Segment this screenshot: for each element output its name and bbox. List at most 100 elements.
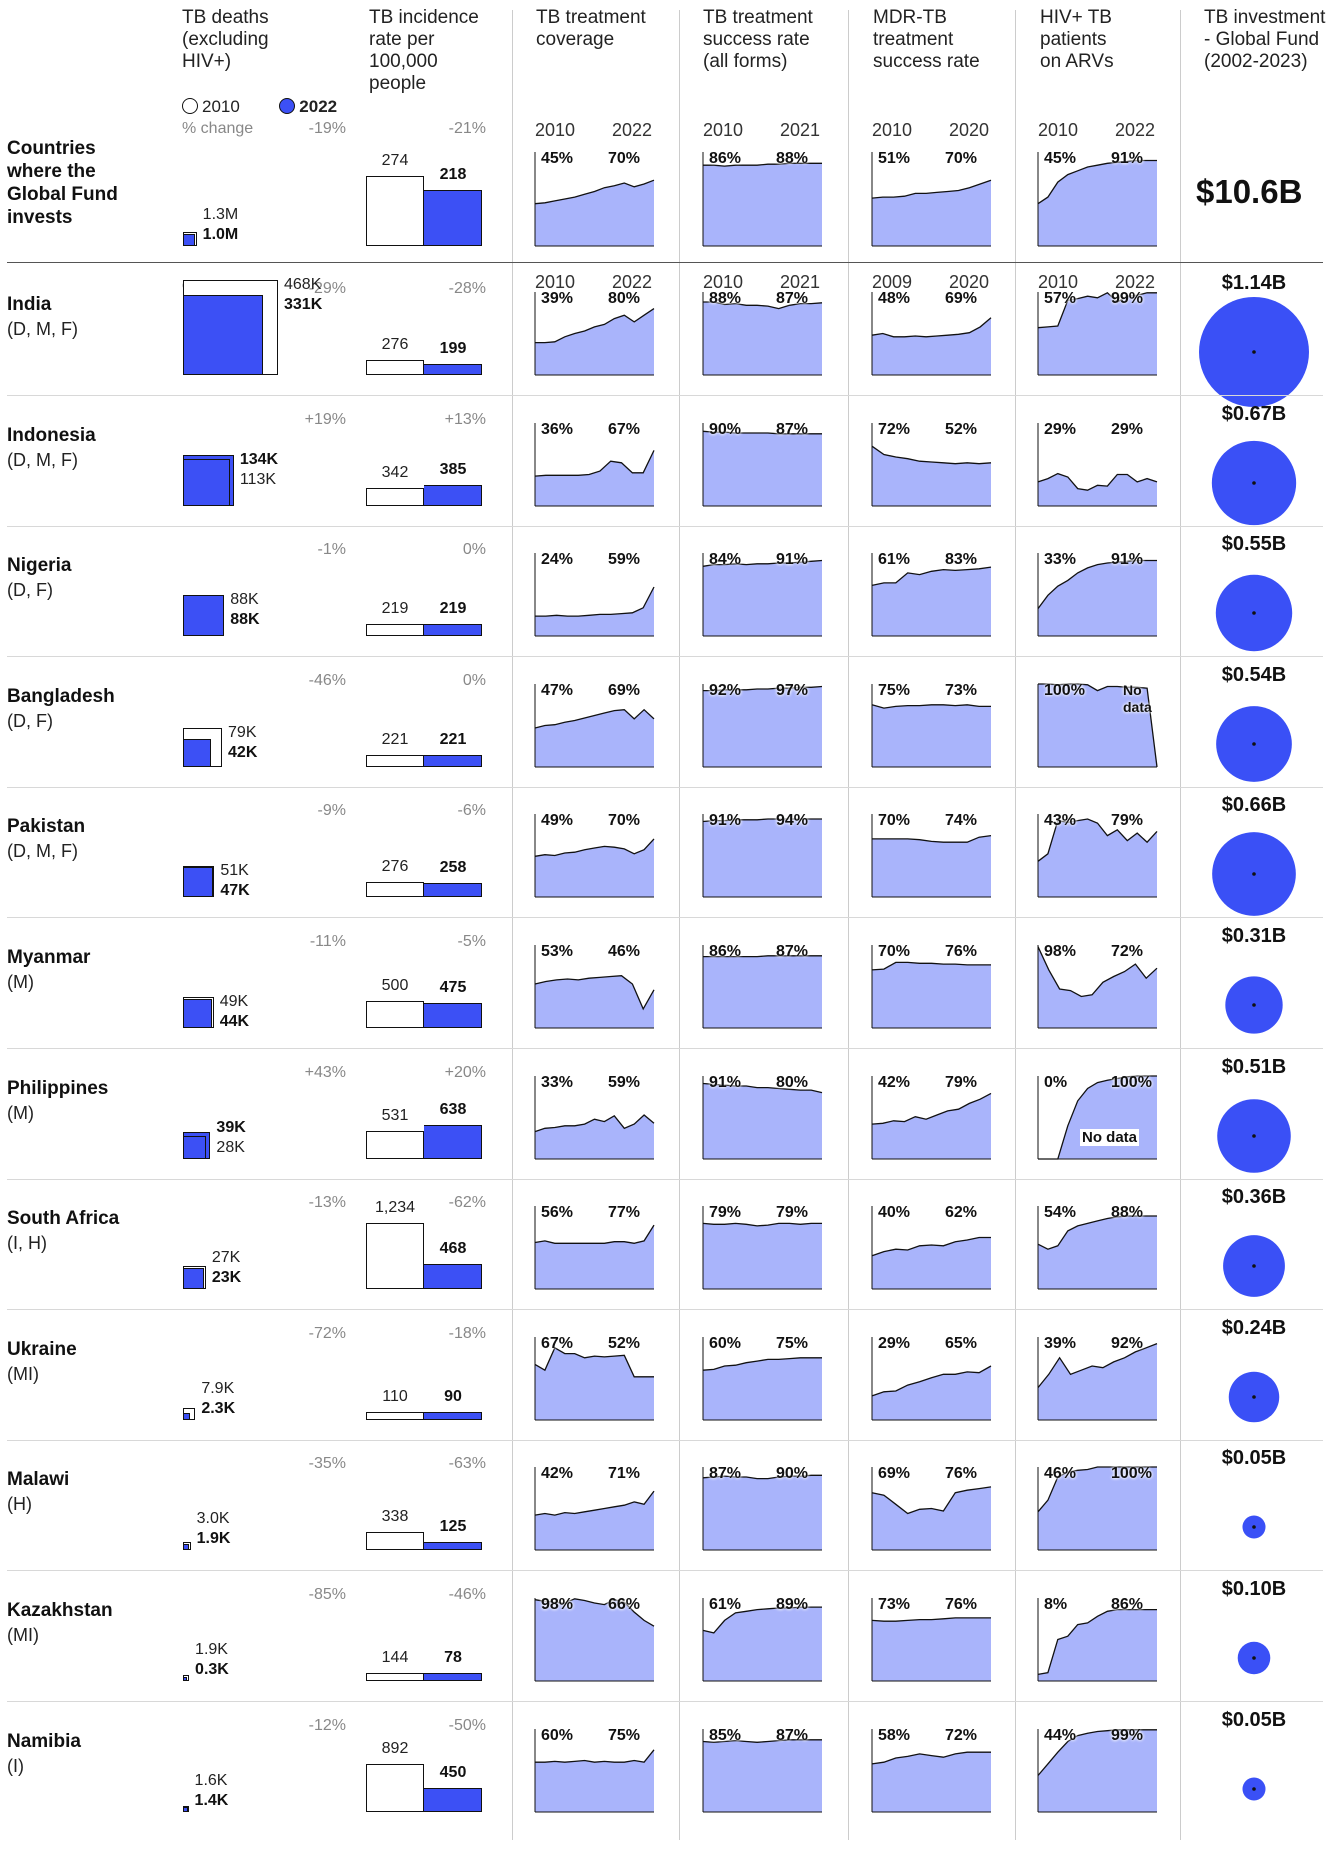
header-incidence-line: people xyxy=(369,73,427,94)
incidence-2010-value: 338 xyxy=(381,1507,409,1525)
country-designation: (D, F) xyxy=(7,711,53,731)
country-row: Bangladesh (D, F) -46% 0% 79K 42K 221 221 47% 69%… xyxy=(0,656,1333,787)
country-designation: (I) xyxy=(7,1756,24,1776)
success-end-value: 87% xyxy=(776,943,809,960)
incidence-2010-value: 219 xyxy=(381,600,409,618)
coverage-area-line xyxy=(534,1224,655,1244)
coverage-area-fill xyxy=(535,1225,654,1289)
deaths-2022-square xyxy=(183,1806,189,1812)
mdr-area-fill xyxy=(872,317,991,375)
success-area-chart xyxy=(702,1076,823,1160)
mdr-area-line xyxy=(871,317,992,338)
deaths-pct-change: -19% xyxy=(308,120,346,137)
investment-bubble-svg xyxy=(1217,1099,1291,1173)
mdr-area-line xyxy=(871,445,992,465)
deaths-2022-value: 1.4K xyxy=(194,1792,229,1809)
country-designation: (D, M, F) xyxy=(7,841,78,861)
country-row: India(D, M, F)% change-29%-28%468K331K27… xyxy=(0,264,1333,407)
incidence-2022-bar xyxy=(424,1787,482,1812)
success-area-fill xyxy=(703,819,822,897)
incidence-2010-bar xyxy=(366,1673,424,1681)
country-name: India xyxy=(7,294,52,315)
deaths-pct-change: -12% xyxy=(308,1717,346,1734)
header-incidence-line: 100,000 xyxy=(369,51,438,72)
coverage-start-value: 24% xyxy=(541,551,574,568)
investment-value: $0.67B xyxy=(1221,403,1287,425)
mdr-start-value: 75% xyxy=(878,682,911,699)
incidence-2022-bar xyxy=(424,1263,482,1289)
incidence-2022-value: 218 xyxy=(439,166,467,184)
success-area-chart xyxy=(702,814,822,898)
success-area-fill xyxy=(703,431,822,506)
coverage-end-value: 69% xyxy=(608,682,641,699)
incidence-pct-change: -21% xyxy=(448,120,486,137)
mdr-area-fill xyxy=(872,835,991,897)
investment-value: $0.10B xyxy=(1221,1578,1287,1600)
incidence-pct-change: +13% xyxy=(444,411,486,428)
hiv-note: No data xyxy=(1080,1129,1140,1146)
mdr-area-chart xyxy=(871,1206,991,1290)
mdr-area-chart xyxy=(871,1598,991,1682)
summary-label: invests xyxy=(7,207,73,228)
header-success-line: success rate xyxy=(703,29,810,50)
coverage-start-value: 60% xyxy=(541,1727,574,1744)
deaths-2022-square xyxy=(183,594,225,636)
incidence-2022-value: 199 xyxy=(439,340,467,358)
incidence-2010-bar xyxy=(366,624,424,636)
header-hiv-line: patients xyxy=(1040,29,1107,50)
deaths-2010-value: 88K xyxy=(230,590,259,608)
country-row: Philippines (M) +43% +20% 28K 39K 531 638 33% 59%… xyxy=(0,1048,1333,1179)
hiv-end-value: 99% xyxy=(1111,1727,1144,1744)
header-incidence: TB incidence rate per 100,000 people xyxy=(369,7,479,95)
deaths-pct-change: -9% xyxy=(317,802,346,819)
mdr-area-chart xyxy=(871,1337,992,1421)
investment-bubble-svg xyxy=(1228,1371,1280,1423)
incidence-2022-bar xyxy=(424,883,482,897)
header-investment-line: TB investment xyxy=(1204,7,1326,28)
hiv-end-value: 100% xyxy=(1111,1465,1152,1482)
country-name: Malawi xyxy=(7,1469,70,1490)
investment-bubble-center xyxy=(1252,872,1256,876)
success-end-year: 2021 xyxy=(780,120,821,140)
country-row: Kazakhstan (MI) -85% -46% 1.9K 0.3K 144 78 98% 66… xyxy=(0,1570,1333,1701)
deaths-pct-change: -35% xyxy=(308,1455,346,1472)
header-deaths-line: TB deaths xyxy=(182,7,269,28)
mdr-end-value: 65% xyxy=(945,1335,978,1352)
country-row: Myanmar (M) -11% -5% 49K 44K 500 475 53% 46% 86% 87… xyxy=(0,917,1333,1048)
hiv-area-fill xyxy=(1038,1467,1157,1550)
investment-bubble-svg xyxy=(1225,976,1283,1034)
coverage-end-value: 80% xyxy=(608,290,641,307)
incidence-pct-change: -50% xyxy=(448,1717,486,1734)
row-divider xyxy=(7,1701,1323,1702)
coverage-area-fill xyxy=(535,587,654,636)
deaths-pct-change: -85% xyxy=(308,1586,346,1603)
success-area-fill xyxy=(703,1475,822,1550)
hiv-area-chart xyxy=(1037,553,1157,637)
coverage-area-fill xyxy=(535,1749,654,1812)
column-divider xyxy=(1180,10,1181,1840)
coverage-area-line xyxy=(534,1490,655,1516)
success-area-line xyxy=(702,1222,822,1227)
investment-value: $0.51B xyxy=(1221,1056,1287,1078)
mdr-area-line xyxy=(871,179,992,199)
deaths-2022-value: 1.0M xyxy=(202,226,239,243)
investment-value: $0.55B xyxy=(1221,533,1287,555)
mdr-end-value: 76% xyxy=(945,1465,978,1482)
coverage-area-fill xyxy=(535,1347,654,1420)
summary-label: Global Fund xyxy=(7,184,118,205)
mdr-area-chart xyxy=(871,1076,992,1160)
hiv-end-value: 91% xyxy=(1111,551,1144,568)
hiv-end-value: 99% xyxy=(1111,290,1144,307)
deaths-2010-value: 49K xyxy=(219,993,249,1011)
coverage-end-value: 59% xyxy=(608,551,641,568)
deaths-pct-change: -46% xyxy=(308,672,346,689)
success-end-value: 87% xyxy=(776,421,809,438)
hiv-area-line xyxy=(1037,1729,1157,1776)
legend-2010-dot xyxy=(182,98,198,114)
success-end-value: 75% xyxy=(776,1335,809,1352)
coverage-area-fill xyxy=(535,709,654,767)
coverage-area-line xyxy=(534,838,655,857)
coverage-area-chart xyxy=(534,1467,655,1551)
deaths-2010-square xyxy=(183,1135,207,1159)
row-divider xyxy=(7,526,1323,527)
